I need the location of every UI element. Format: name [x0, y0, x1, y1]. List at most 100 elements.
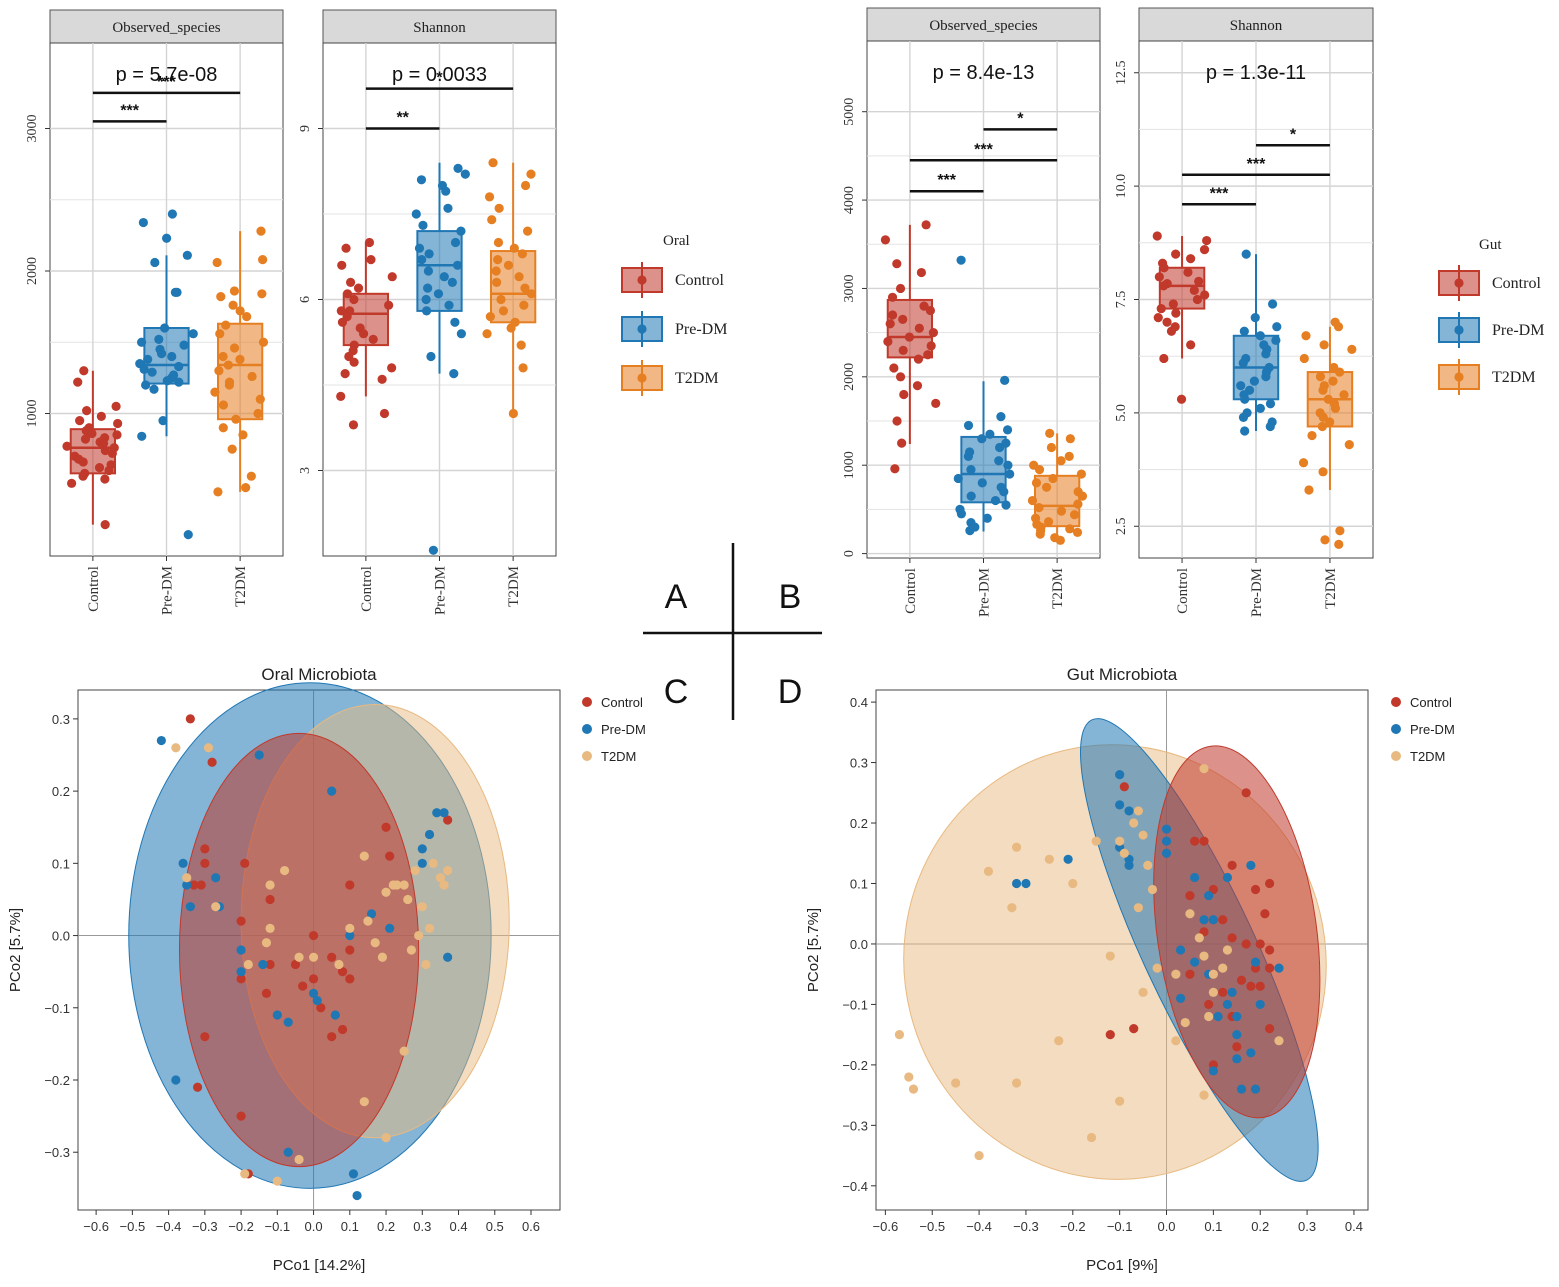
data-point [1241, 788, 1251, 798]
data-point [1204, 1011, 1214, 1022]
facet-strip [49, 9, 284, 44]
data-point [211, 873, 221, 883]
data-point [892, 416, 902, 426]
data-point [508, 408, 518, 419]
data-point [410, 865, 420, 876]
data-point [423, 266, 434, 276]
data-point [240, 858, 250, 868]
data-point [255, 394, 265, 404]
data-point [1208, 1066, 1218, 1076]
data-point [200, 844, 210, 854]
data-point [443, 865, 453, 876]
panel-c-oral-pcoa: −0.6 −0.5 −0.4 −0.3 −0.2 −0.1 0.0 0.1 0.2 0.3 0.4 0… [7, 665, 646, 1274]
facet-strip-title: Observed_species [929, 18, 1037, 34]
data-point [345, 930, 355, 941]
data-point [345, 923, 355, 933]
data-point [926, 341, 936, 351]
data-point [141, 380, 151, 390]
data-point [1166, 326, 1177, 336]
data-point [162, 376, 172, 386]
data-point [1046, 442, 1057, 453]
chart-title: Oral Microbiota [261, 665, 377, 684]
data-point [167, 209, 177, 219]
data-point [1250, 884, 1261, 895]
data-point [444, 300, 454, 310]
data-point [880, 235, 891, 245]
data-point [196, 880, 206, 890]
data-point [1194, 276, 1204, 286]
data-point [385, 851, 395, 861]
data-point [1271, 335, 1281, 345]
data-point [1065, 524, 1075, 534]
data-point [174, 361, 184, 372]
data-point [965, 526, 975, 536]
data-point [1068, 878, 1078, 889]
data-point [1021, 878, 1031, 889]
data-point [1105, 1030, 1115, 1040]
data-point [82, 406, 92, 416]
data-point [1260, 909, 1270, 919]
data-point [1335, 367, 1345, 377]
data-point [1154, 272, 1164, 282]
data-point [897, 438, 907, 448]
data-point [1213, 1011, 1223, 1022]
data-point [258, 255, 268, 265]
legend-dot [582, 697, 592, 707]
panel-b-observed-species: Observed_species 0 1000 2000 3000 4000 5000 Con… [842, 7, 1101, 617]
data-point [1208, 915, 1218, 925]
data-point [1031, 478, 1042, 488]
data-point [417, 255, 427, 265]
data-point [150, 257, 160, 268]
data-point [399, 1046, 409, 1056]
data-point [999, 487, 1009, 497]
data-point [416, 175, 427, 185]
data-point [298, 981, 308, 991]
y-tick-label: 0.0 [52, 929, 70, 944]
data-point [160, 323, 170, 333]
data-point [456, 329, 466, 339]
data-point [1204, 890, 1214, 901]
x-tick-label: −0.2 [1060, 1219, 1086, 1234]
data-point [345, 945, 355, 955]
data-point [1227, 933, 1237, 943]
data-point [178, 858, 188, 868]
legend-dot [582, 751, 592, 761]
legend-label: Pre-DM [1410, 722, 1455, 737]
data-point [345, 880, 355, 890]
data-point [1261, 349, 1271, 359]
data-point [421, 959, 431, 970]
data-point [432, 808, 442, 818]
y-tick-label: 5.0 [1114, 404, 1129, 422]
legend-label: T2DM [1410, 749, 1445, 764]
x-tick-label: Pre-DM [160, 566, 176, 615]
data-point [236, 974, 246, 984]
data-point [1189, 285, 1199, 296]
data-point [1250, 313, 1260, 323]
data-point [67, 478, 77, 488]
data-point [1192, 294, 1203, 305]
data-point [1000, 375, 1010, 385]
data-point [1056, 456, 1066, 466]
data-point [494, 203, 504, 213]
data-point [1318, 385, 1328, 395]
data-point [439, 272, 449, 282]
facet-strip [866, 7, 1101, 42]
y-tick-label: 0 [842, 550, 857, 557]
confidence-ellipse [178, 732, 420, 1168]
data-point [520, 283, 530, 293]
data-point [312, 995, 322, 1006]
x-tick-label: 0.4 [449, 1219, 467, 1234]
x-tick-label: −0.1 [264, 1219, 290, 1234]
data-point [1186, 254, 1196, 264]
data-point [414, 243, 425, 253]
data-point [100, 474, 110, 484]
data-point [257, 289, 267, 299]
data-point [1159, 353, 1169, 364]
data-point [387, 272, 397, 282]
x-tick-label: T2DM [1323, 568, 1339, 609]
data-point [1171, 308, 1181, 318]
data-point [417, 902, 427, 912]
data-point [443, 952, 453, 962]
data-point [898, 345, 908, 355]
data-point [1171, 249, 1181, 259]
